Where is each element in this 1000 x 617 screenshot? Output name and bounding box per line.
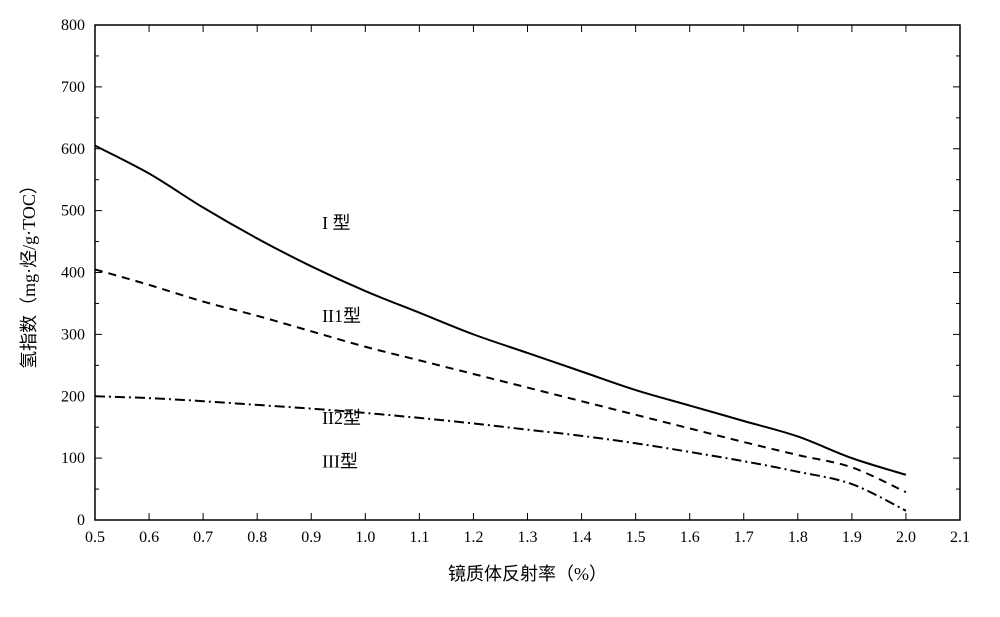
y-tick-label: 100 — [61, 450, 85, 467]
y-tick-label: 500 — [61, 203, 85, 220]
y-tick-label: 400 — [61, 265, 85, 282]
x-tick-label: 1.9 — [842, 529, 862, 546]
series-label-0: I 型 — [322, 213, 351, 233]
series-label-2: II2型 — [322, 408, 361, 428]
y-tick-label: 200 — [61, 388, 85, 405]
y-tick-label: 300 — [61, 326, 85, 343]
series-line-2 — [95, 396, 906, 510]
x-tick-label: 1.0 — [355, 529, 375, 546]
x-tick-label: 1.3 — [518, 529, 538, 546]
series-label-1: II1型 — [322, 306, 361, 326]
x-tick-label: 1.8 — [788, 529, 808, 546]
x-tick-label: 1.1 — [409, 529, 429, 546]
x-tick-label: 0.7 — [193, 529, 213, 546]
x-tick-label: 1.4 — [572, 529, 592, 546]
series-line-1 — [95, 269, 906, 492]
extra-label-0: III型 — [322, 451, 358, 471]
x-tick-label: 0.5 — [85, 529, 105, 546]
plot-frame — [95, 25, 960, 520]
y-tick-label: 0 — [77, 512, 85, 529]
x-tick-label: 2.0 — [896, 529, 916, 546]
x-axis-label: 镜质体反射率（%） — [448, 564, 607, 584]
x-tick-label: 1.7 — [734, 529, 754, 546]
line-chart: 0.5 0.6 0.7 0.8 0.9 1.0 1.1 1.2 1.3 1.4 1.5 1.6 1.7 1… — [0, 0, 1000, 617]
x-tick-label: 0.9 — [301, 529, 321, 546]
y-tick-label: 800 — [61, 17, 85, 34]
x-tick-label: 1.5 — [626, 529, 646, 546]
x-tick-label: 1.6 — [680, 529, 700, 546]
x-tick-label: 2.1 — [950, 529, 970, 546]
chart-container: 0.5 0.6 0.7 0.8 0.9 1.0 1.1 1.2 1.3 1.4 1.5 1.6 1.7 1… — [0, 0, 1000, 617]
x-tick-label: 1.2 — [463, 529, 483, 546]
series-line-0 — [95, 146, 906, 475]
y-axis-label: 氢指数（mg·烃/g·TOC） — [19, 176, 39, 369]
x-tick-label: 0.8 — [247, 529, 267, 546]
x-tick-label: 0.6 — [139, 529, 159, 546]
y-tick-label: 700 — [61, 79, 85, 96]
y-tick-label: 600 — [61, 141, 85, 158]
